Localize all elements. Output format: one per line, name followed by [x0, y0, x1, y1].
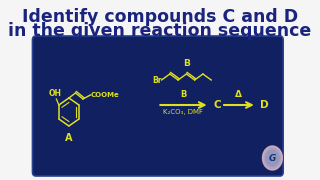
Text: Br: Br — [152, 75, 162, 84]
Text: in the given reaction sequence: in the given reaction sequence — [8, 22, 312, 40]
Circle shape — [266, 150, 279, 166]
Text: G: G — [269, 154, 276, 163]
Text: C: C — [214, 100, 221, 110]
Text: A: A — [65, 133, 73, 143]
Text: B: B — [180, 90, 187, 99]
Text: OH: OH — [49, 89, 62, 98]
Text: D: D — [260, 100, 268, 110]
Text: B: B — [183, 59, 190, 68]
Circle shape — [262, 146, 282, 170]
FancyBboxPatch shape — [33, 36, 283, 176]
Text: K₂CO₃, DMF: K₂CO₃, DMF — [164, 109, 204, 115]
Text: Identify compounds C and D: Identify compounds C and D — [22, 8, 298, 26]
Text: Δ: Δ — [236, 90, 243, 99]
Text: COOMe: COOMe — [91, 91, 120, 98]
